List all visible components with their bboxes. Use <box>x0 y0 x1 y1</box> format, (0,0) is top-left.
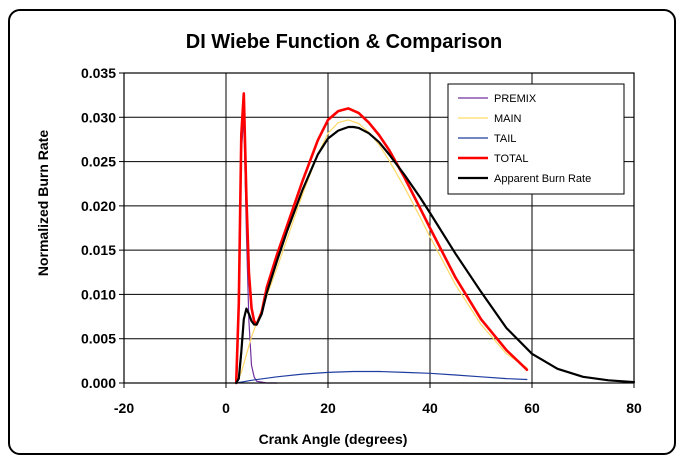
legend-label: PREMIX <box>494 93 537 105</box>
y-tick-label: 0.005 <box>81 331 116 347</box>
y-axis-label: Normalized Burn Rate <box>35 130 51 276</box>
y-tick-label: 0.000 <box>81 375 116 391</box>
axes: 0.000 0.005 0.010 0.015 0.020 0.025 0.030 0.035… <box>81 65 642 416</box>
legend-label: TAIL <box>494 133 516 145</box>
x-axis-label: Crank Angle (degrees) <box>259 431 408 447</box>
legend-box <box>447 83 625 195</box>
legend-label: TOTAL <box>494 153 528 165</box>
plot-border <box>123 72 635 384</box>
legend-label: Apparent Burn Rate <box>494 173 591 185</box>
y-tick-label: 0.025 <box>81 154 116 170</box>
x-tick-label: 60 <box>524 400 540 416</box>
x-tick-label: 40 <box>422 400 438 416</box>
y-tick-label: 0.020 <box>81 198 116 214</box>
series-line-total <box>234 92 529 385</box>
y-tick-label: 0.035 <box>81 65 116 81</box>
series-line-tail <box>235 370 528 384</box>
x-tick-label: 20 <box>320 400 336 416</box>
legend: PREMIX MAIN TAIL TOTAL Apparent Burn Rate <box>447 83 625 195</box>
y-tick-label: 0.010 <box>81 286 116 302</box>
y-tick-label: 0.015 <box>81 242 116 258</box>
y-tick-label: 0.030 <box>81 109 116 125</box>
x-tick-label: 0 <box>222 400 230 416</box>
chart-title: DI Wiebe Function & Comparison <box>186 31 503 53</box>
series-group <box>234 92 636 385</box>
legend-label: MAIN <box>494 113 522 125</box>
series-line-apparent-burn-rate <box>235 125 636 385</box>
x-tick-label: 80 <box>626 400 642 416</box>
x-tick-label: -20 <box>114 400 134 416</box>
